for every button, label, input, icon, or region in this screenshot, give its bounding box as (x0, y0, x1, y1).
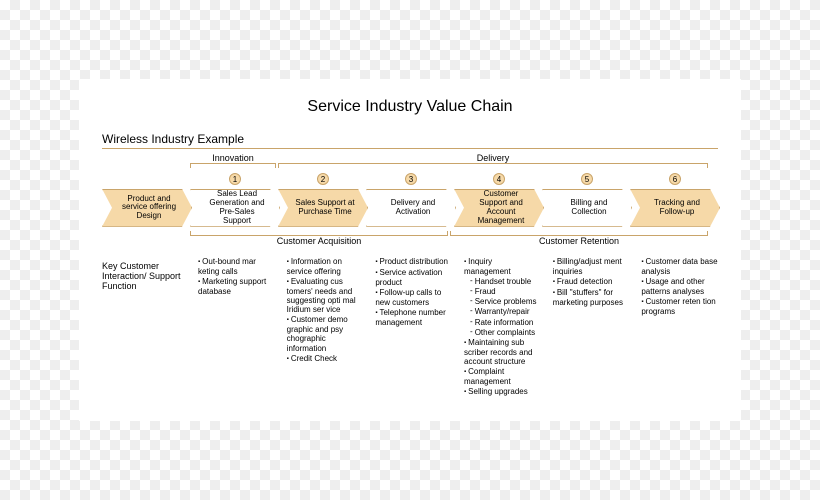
detail-item: Information on service offering (287, 257, 364, 276)
phase-delivery-label: Delivery (278, 153, 708, 163)
stage-number-1: 1 (229, 173, 241, 185)
subphase-retention-label: Customer Retention (539, 236, 619, 246)
subphase-acquisition: Customer Acquisition (190, 231, 448, 246)
stage-chevron-2: Sales Support at Purchase Time (278, 189, 368, 227)
detail-item: Credit Check (287, 354, 364, 364)
detail-column-5: Customer data base analysisUsage and oth… (633, 257, 718, 398)
page-title: Service Industry Value Chain (102, 98, 718, 116)
diagram-sheet: Service Industry Value Chain Wireless In… (80, 80, 740, 420)
stage-number-4: 4 (493, 173, 505, 185)
stage-number-2: 2 (317, 173, 329, 185)
subphase-brackets: Customer Acquisition Customer Retention (102, 231, 718, 249)
subphase-acquisition-label: Customer Acquisition (277, 236, 362, 246)
subphase-retention: Customer Retention (450, 231, 708, 246)
phase-delivery: Delivery (278, 153, 708, 168)
phase-innovation-label: Innovation (190, 153, 276, 163)
detail-item: Customer demo graphic and psy chographic… (287, 315, 364, 352)
detail-column-3: Inquiry managementHandset troubleFraudSe… (456, 257, 541, 398)
detail-item: Customer reten tion programs (641, 297, 718, 316)
subtitle: Wireless Industry Example (102, 132, 718, 149)
detail-item: Rate information (464, 318, 541, 327)
columns-wrap: Out-bound mar keting callsMarketing supp… (190, 257, 718, 398)
stage-number-row: 1 2 3 4 5 6 (102, 173, 718, 187)
detail-item: Handset trouble (464, 277, 541, 286)
detail-item: Fraud detection (553, 277, 630, 287)
detail-column-4: Billing/adjust ment inquiriesFraud detec… (545, 257, 630, 398)
key-label: Key Customer Interaction/ Support Functi… (102, 257, 186, 292)
detail-item: Inquiry management (464, 257, 541, 276)
detail-item: Bill "stuffers" for marketing purposes (553, 288, 630, 307)
detail-column-2: Product distributionService activation p… (367, 257, 452, 398)
detail-item: Selling upgrades (464, 387, 541, 397)
stage-chevron-4: Customer Support and Account Management (454, 189, 544, 227)
detail-item: Complaint management (464, 367, 541, 386)
stage-chevron-0: Product and service offering Design (102, 189, 192, 227)
details-grid: Key Customer Interaction/ Support Functi… (102, 257, 718, 398)
detail-item: Follow-up calls to new customers (375, 288, 452, 307)
detail-item: Service activation product (375, 268, 452, 287)
stage-chevron-6: Tracking and Follow-up (630, 189, 720, 227)
phase-innovation: Innovation (190, 153, 276, 168)
detail-item: Usage and other patterns analyses (641, 277, 718, 296)
stage-chevron-5: Billing and Collection (542, 189, 632, 227)
detail-item: Evaluating cus tomers' needs and suggest… (287, 277, 364, 314)
detail-item: Fraud (464, 287, 541, 296)
detail-item: Billing/adjust ment inquiries (553, 257, 630, 276)
detail-item: Other complaints (464, 328, 541, 337)
detail-item: Out-bound mar keting calls (198, 257, 275, 276)
detail-item: Service problems (464, 297, 541, 306)
detail-item: Maintaining sub scriber records and acco… (464, 338, 541, 366)
stage-number-3: 3 (405, 173, 417, 185)
stage-chevron-3: Delivery and Activation (366, 189, 456, 227)
detail-item: Warranty/repair (464, 307, 541, 316)
detail-column-1: Information on service offeringEvaluatin… (279, 257, 364, 398)
detail-item: Customer data base analysis (641, 257, 718, 276)
detail-item: Marketing support database (198, 277, 275, 296)
stage-number-5: 5 (581, 173, 593, 185)
detail-item: Product distribution (375, 257, 452, 267)
chevron-row: Product and service offering DesignSales… (102, 189, 718, 229)
stage-chevron-1: Sales Lead Generation and Pre-Sales Supp… (190, 189, 280, 227)
stage-number-6: 6 (669, 173, 681, 185)
detail-column-0: Out-bound mar keting callsMarketing supp… (190, 257, 275, 398)
detail-item: Telephone number management (375, 308, 452, 327)
phase-brackets: Innovation Delivery (102, 153, 718, 171)
